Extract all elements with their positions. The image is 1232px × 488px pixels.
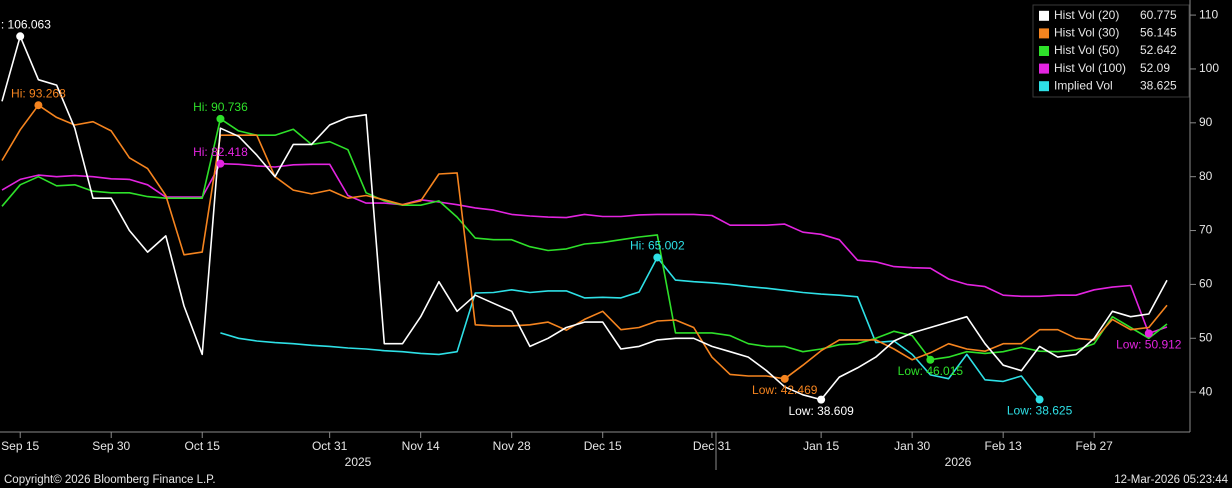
series-line [1,118,1168,361]
legend-label: Hist Vol (20) [1054,8,1119,22]
extreme-label: Low: 38.625 [1007,404,1073,418]
x-tick-label: Oct 31 [312,439,348,453]
legend-swatch [1039,81,1049,92]
legend-swatch [1039,63,1049,74]
extreme-marker [1035,395,1044,404]
copyright: Copyright© 2026 Bloomberg Finance L.P. [4,474,216,486]
legend-swatch [1039,46,1049,56]
x-tick-label: Dec 31 [693,439,731,453]
legend-swatch [1039,10,1049,21]
plot-area: Hi: 106.063 Low: 38.609 Hi: 93.268 Low: 42.… [0,17,1182,417]
x-tick-label: Nov 28 [493,439,531,453]
extreme-label: Hi: 106.063 [0,17,51,31]
y-tick-label: 50 [1199,330,1213,344]
y-tick-label: 90 [1199,115,1213,129]
x-tick-label: Nov 14 [402,439,440,453]
legend-label: Implied Vol [1054,78,1113,92]
series-line [1,35,1168,401]
x-tick-label: Sep 30 [92,439,130,453]
legend-value: 52.09 [1140,61,1170,75]
x-tick-label: Feb 13 [984,439,1022,453]
y-tick-label: 40 [1199,384,1213,398]
x-tick-label: Dec 15 [584,439,622,453]
y-tick-label: 60 [1199,277,1213,291]
year-label: 2026 [945,455,972,469]
y-tick-label: 80 [1199,169,1213,183]
extreme-marker [653,253,662,262]
legend-label: Hist Vol (50) [1054,43,1119,57]
series-line [220,256,1041,400]
x-tick-label: Oct 15 [185,439,221,453]
x-tick-label: Feb 27 [1076,439,1114,453]
series-line [1,162,1168,335]
legend-label: Hist Vol (100) [1054,61,1126,75]
legend-box [1032,4,1190,98]
legend-label: Hist Vol (30) [1054,26,1119,40]
y-tick-label: 110 [1199,7,1218,21]
extreme-marker [926,355,935,364]
extreme-marker [216,159,225,168]
x-tick-label: Jan 15 [803,439,839,453]
extreme-label: Hi: 65.002 [630,239,685,253]
extreme-marker [1144,329,1153,338]
extreme-marker [817,395,826,404]
extreme-label: Low: 50.912 [1116,338,1182,352]
y-tick-label: 70 [1199,223,1213,237]
extreme-marker [34,101,43,110]
year-label: 2025 [345,455,372,469]
legend-value: 52.642 [1140,43,1177,57]
extreme-label: Low: 38.609 [788,404,854,418]
legend-value: 38.625 [1140,78,1177,92]
extreme-label: Hi: 90.736 [193,100,248,114]
extreme-label: Hi: 82.418 [193,145,248,159]
timestamp: 12-Mar-2026 05:23:44 [1114,474,1228,486]
extreme-label: Low: 42.469 [752,383,818,397]
legend-value: 60.775 [1140,8,1177,22]
extreme-marker [780,374,789,383]
x-tick-label: Jan 30 [894,439,930,453]
extreme-marker [16,32,25,41]
x-tick-label: Sep 15 [1,439,39,453]
extreme-label: Hi: 93.268 [11,86,66,100]
extreme-marker [216,114,225,123]
legend-swatch [1039,28,1049,39]
legend-value: 56.145 [1140,26,1177,40]
legend: Hist Vol (20) 60.775 Hist Vol (30) 56.145 Hi… [1032,4,1190,98]
series-line [1,104,1168,380]
extreme-label: Low: 46.015 [898,364,964,378]
y-tick-label: 100 [1199,61,1219,75]
